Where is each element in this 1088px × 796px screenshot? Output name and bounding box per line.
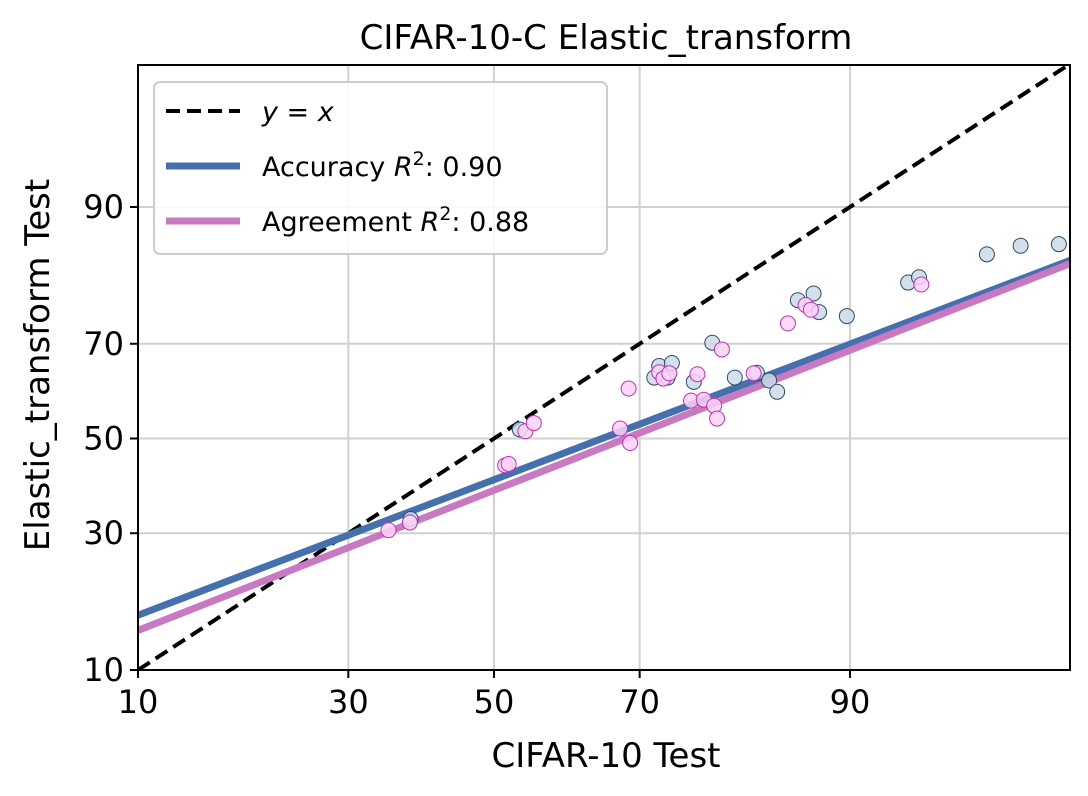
y-tick-label: 30 bbox=[83, 514, 124, 552]
agreement-point bbox=[500, 455, 517, 472]
accuracy-point bbox=[805, 285, 822, 302]
x-axis: 10 30 50 70 90 bbox=[118, 670, 871, 721]
x-tick-label: 50 bbox=[474, 683, 515, 721]
agreement-point bbox=[802, 301, 819, 318]
identity-line bbox=[138, 65, 1070, 670]
y-tick-label: 10 bbox=[83, 651, 124, 689]
agreement-point bbox=[709, 410, 726, 427]
agreement-point bbox=[622, 435, 639, 452]
agreement-point bbox=[745, 365, 762, 382]
y-tick-label: 50 bbox=[83, 420, 124, 458]
accuracy-point bbox=[1012, 237, 1029, 254]
y-axis: 10 30 50 70 90 bbox=[83, 188, 138, 689]
accuracy-point bbox=[838, 308, 855, 325]
x-tick-label: 70 bbox=[619, 683, 660, 721]
accuracy-point bbox=[761, 372, 778, 389]
y-axis-label: Elastic_transform Test bbox=[18, 179, 58, 551]
accuracy-point bbox=[978, 246, 995, 263]
plot-area bbox=[138, 65, 1070, 670]
agreement-point bbox=[661, 365, 678, 382]
chart-title: CIFAR-10-C Elastic_transform bbox=[360, 18, 853, 58]
x-tick-label: 90 bbox=[830, 683, 871, 721]
legend-entry: Accuracy R2: 0.90 bbox=[262, 148, 503, 183]
x-axis-label: CIFAR-10 Test bbox=[491, 736, 720, 776]
agreement-point bbox=[401, 514, 418, 531]
axes-frame bbox=[137, 64, 1071, 671]
legend: y = x Accuracy R2: 0.90 Agreement R2: 0.88 bbox=[153, 81, 608, 255]
accuracy-point bbox=[726, 369, 743, 386]
agreement-point bbox=[913, 276, 930, 293]
legend-box bbox=[153, 81, 608, 255]
agreement-point bbox=[689, 366, 706, 383]
agreement-point bbox=[713, 341, 730, 358]
accuracy-point bbox=[769, 383, 786, 400]
accuracy-point bbox=[1050, 236, 1067, 253]
agreement-point bbox=[525, 415, 542, 432]
agreement-point bbox=[779, 315, 796, 332]
agreement-point bbox=[380, 522, 397, 539]
accuracy-fit-line bbox=[138, 256, 1070, 619]
agreement-point bbox=[620, 380, 637, 397]
x-tick-label: 30 bbox=[328, 683, 369, 721]
x-tick-label: 10 bbox=[118, 683, 159, 721]
y-tick-label: 70 bbox=[83, 325, 124, 363]
agreement-point bbox=[612, 420, 629, 437]
legend-entry: y = x bbox=[261, 97, 335, 128]
agreement-fit-line bbox=[138, 259, 1070, 634]
y-tick-label: 90 bbox=[83, 188, 124, 226]
legend-entry: Agreement R2: 0.88 bbox=[262, 203, 529, 238]
